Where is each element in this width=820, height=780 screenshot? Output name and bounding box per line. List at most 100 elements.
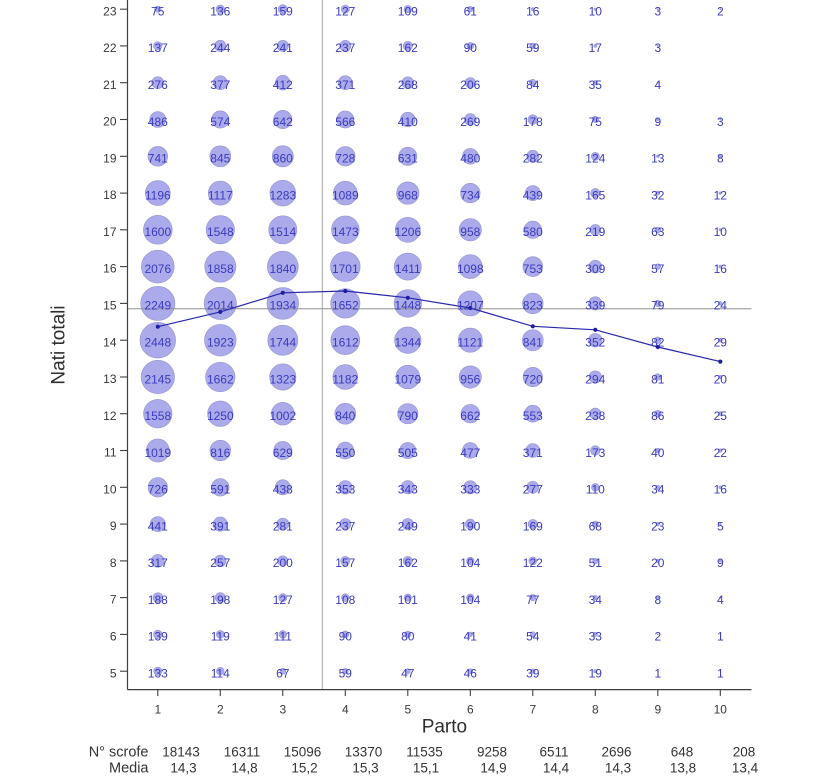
svg-text:15,2: 15,2: [291, 761, 317, 775]
svg-text:268: 268: [398, 78, 418, 92]
svg-text:720: 720: [523, 372, 543, 386]
svg-text:12: 12: [103, 409, 117, 423]
svg-text:1002: 1002: [269, 409, 296, 423]
svg-text:137: 137: [148, 41, 168, 55]
svg-text:33: 33: [589, 630, 603, 644]
svg-text:169: 169: [523, 519, 543, 533]
svg-text:136: 136: [210, 5, 230, 19]
svg-text:309: 309: [585, 262, 605, 276]
svg-text:13: 13: [103, 372, 117, 386]
svg-text:10: 10: [714, 225, 728, 239]
svg-text:162: 162: [398, 41, 418, 55]
svg-text:317: 317: [148, 556, 168, 570]
svg-text:15,3: 15,3: [352, 761, 378, 775]
svg-text:57: 57: [651, 262, 665, 276]
svg-text:2448: 2448: [144, 336, 171, 350]
svg-text:198: 198: [210, 593, 230, 607]
svg-text:591: 591: [210, 483, 230, 497]
svg-text:61: 61: [464, 5, 478, 19]
svg-text:14,3: 14,3: [170, 761, 196, 775]
svg-text:16: 16: [714, 262, 728, 276]
svg-text:477: 477: [460, 446, 480, 460]
svg-text:40: 40: [651, 446, 665, 460]
svg-text:N° scrofe: N° scrofe: [89, 744, 149, 760]
svg-text:269: 269: [460, 115, 480, 129]
svg-text:35: 35: [589, 78, 603, 92]
svg-text:13370: 13370: [345, 744, 383, 759]
svg-text:277: 277: [523, 483, 543, 497]
svg-text:41: 41: [464, 630, 478, 644]
svg-text:8: 8: [592, 702, 599, 716]
svg-text:20: 20: [103, 115, 117, 129]
svg-text:34: 34: [651, 483, 665, 497]
svg-text:79: 79: [651, 299, 665, 313]
svg-text:1121: 1121: [457, 336, 483, 350]
svg-text:11: 11: [104, 446, 117, 460]
svg-text:550: 550: [335, 446, 355, 460]
svg-text:840: 840: [335, 409, 355, 423]
svg-text:19: 19: [589, 667, 603, 681]
svg-text:16: 16: [103, 262, 117, 276]
svg-text:110: 110: [586, 483, 605, 497]
svg-text:14,8: 14,8: [231, 761, 257, 775]
svg-text:90: 90: [464, 41, 478, 55]
svg-text:241: 241: [273, 41, 293, 55]
svg-text:1079: 1079: [394, 372, 421, 386]
svg-text:90: 90: [339, 630, 353, 644]
svg-text:109: 109: [398, 5, 418, 19]
svg-text:343: 343: [398, 483, 418, 497]
svg-text:441: 441: [148, 519, 168, 533]
svg-text:968: 968: [398, 188, 418, 202]
svg-text:629: 629: [273, 446, 293, 460]
svg-text:13,4: 13,4: [732, 761, 759, 775]
svg-text:1206: 1206: [394, 225, 421, 239]
svg-text:566: 566: [335, 115, 355, 129]
svg-text:47: 47: [401, 667, 415, 681]
svg-text:1548: 1548: [207, 225, 234, 239]
svg-text:77: 77: [526, 593, 540, 607]
svg-text:1662: 1662: [207, 372, 234, 386]
svg-text:1514: 1514: [269, 225, 296, 239]
svg-text:1323: 1323: [269, 372, 296, 386]
svg-text:642: 642: [273, 115, 293, 129]
svg-text:15,1: 15,1: [413, 761, 439, 775]
svg-text:574: 574: [210, 115, 230, 129]
svg-text:1473: 1473: [332, 225, 359, 239]
svg-text:845: 845: [210, 152, 230, 166]
svg-text:294: 294: [585, 372, 605, 386]
svg-text:25: 25: [714, 409, 728, 423]
svg-text:1: 1: [154, 702, 161, 716]
svg-text:480: 480: [460, 152, 480, 166]
svg-text:59: 59: [339, 667, 353, 681]
svg-text:22: 22: [714, 446, 728, 460]
svg-text:648: 648: [671, 744, 694, 759]
svg-text:51: 51: [589, 556, 603, 570]
svg-text:10: 10: [589, 5, 603, 19]
svg-text:249: 249: [398, 519, 418, 533]
svg-text:237: 237: [335, 41, 355, 55]
svg-text:1744: 1744: [269, 336, 296, 350]
svg-text:13,8: 13,8: [670, 761, 696, 775]
svg-text:7: 7: [110, 593, 117, 607]
svg-text:860: 860: [273, 152, 293, 166]
svg-text:11535: 11535: [406, 744, 443, 759]
svg-text:1858: 1858: [207, 262, 234, 276]
svg-text:662: 662: [460, 409, 480, 423]
svg-text:67: 67: [276, 667, 290, 681]
svg-text:122: 122: [523, 556, 543, 570]
svg-text:726: 726: [148, 483, 168, 497]
svg-text:119: 119: [211, 630, 230, 644]
svg-text:333: 333: [460, 483, 480, 497]
svg-text:371: 371: [523, 446, 543, 460]
svg-text:728: 728: [335, 152, 355, 166]
svg-text:157: 157: [335, 556, 355, 570]
svg-text:8: 8: [654, 593, 661, 607]
svg-text:108: 108: [335, 593, 355, 607]
svg-text:3: 3: [279, 702, 286, 716]
svg-text:2: 2: [654, 630, 661, 644]
svg-text:9: 9: [654, 115, 661, 129]
svg-text:2696: 2696: [601, 744, 631, 759]
svg-text:238: 238: [585, 409, 605, 423]
svg-text:101: 101: [398, 593, 418, 607]
svg-text:6511: 6511: [539, 744, 568, 759]
